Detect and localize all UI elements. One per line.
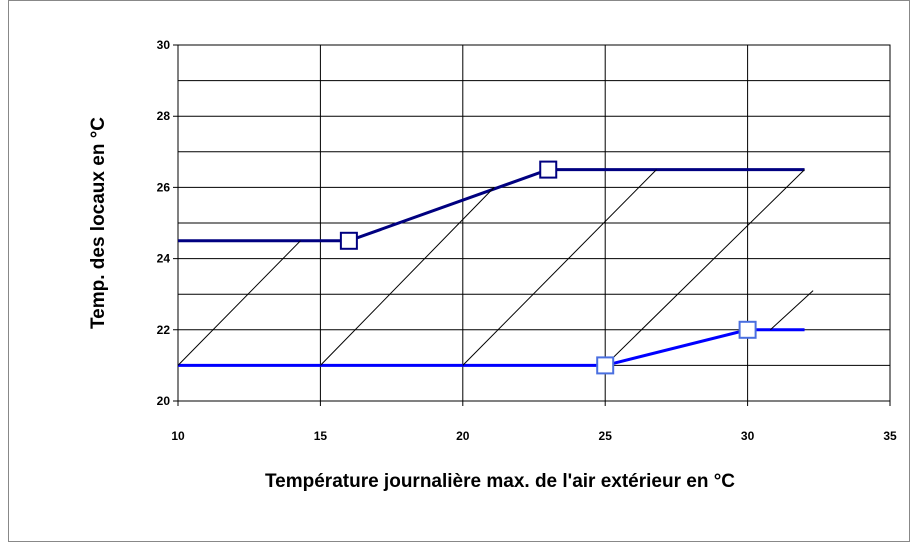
series-line <box>177 240 301 366</box>
series-line <box>462 169 657 366</box>
x-axis-label: Température journalière max. de l'air ex… <box>265 471 735 492</box>
x-tick-label: 10 <box>171 429 185 443</box>
y-tick-label: 24 <box>157 252 171 266</box>
plot-frame <box>177 44 891 402</box>
y-axis-label: Temp. des locaux en °C <box>88 117 109 329</box>
y-tick-label: 20 <box>157 394 171 408</box>
y-tick-label: 22 <box>157 323 171 337</box>
marker <box>738 320 757 339</box>
marker <box>339 231 358 250</box>
x-tick-label: 25 <box>599 429 613 443</box>
marker <box>539 160 558 179</box>
chart-frame <box>8 0 910 542</box>
y-tick-label: 28 <box>157 109 171 123</box>
marker <box>596 356 615 375</box>
series-line <box>178 328 805 367</box>
x-tick-label: 15 <box>314 429 328 443</box>
y-tick-label: 26 <box>157 180 171 194</box>
series-line <box>604 169 805 366</box>
x-tick-label: 20 <box>456 429 470 443</box>
y-tick-label: 30 <box>157 38 171 52</box>
series-line <box>770 290 814 331</box>
series-line <box>178 168 805 243</box>
x-tick-label: 35 <box>883 429 897 443</box>
x-tick-label: 30 <box>741 429 755 443</box>
series-line <box>320 187 495 366</box>
